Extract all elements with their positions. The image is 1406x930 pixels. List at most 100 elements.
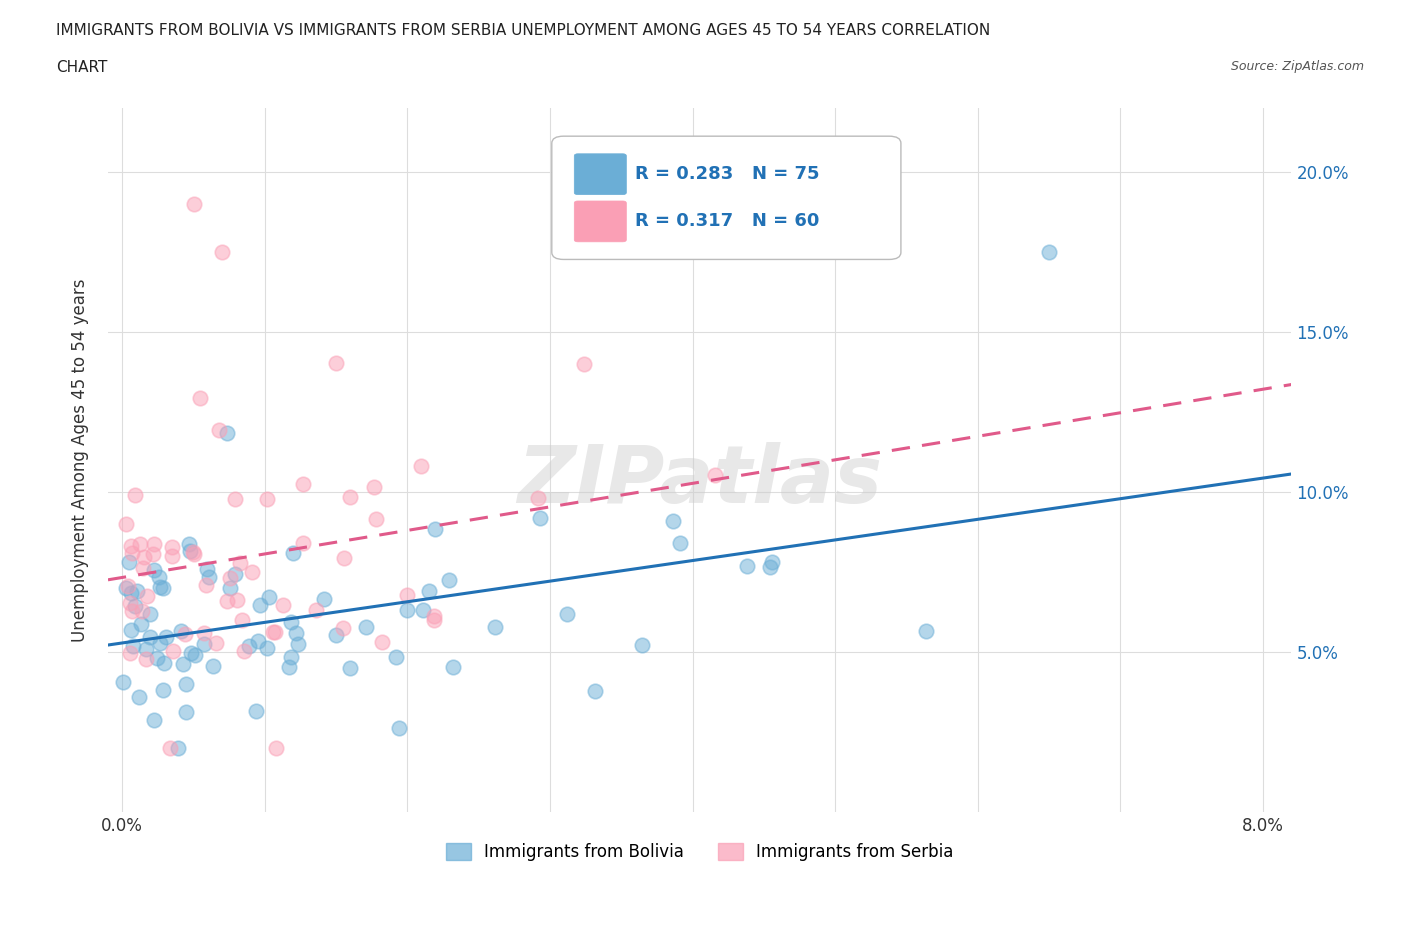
Point [120,595,142,610]
Point [142,537,165,551]
Point [555,606,578,621]
Point [291,536,314,551]
Point [184,647,207,662]
Point [249,597,271,612]
Point [122,638,145,653]
Point [332,621,354,636]
Point [412,603,434,618]
Point [572,357,595,372]
Point [363,480,385,495]
Point [441,659,464,674]
Text: CHART: CHART [56,60,108,75]
Point [179,537,201,551]
Point [174,626,197,641]
Point [124,487,146,502]
Point [396,603,419,618]
Point [128,689,150,704]
Point [124,599,146,614]
FancyBboxPatch shape [574,201,626,242]
Point [188,391,211,405]
Point [233,644,256,658]
Point [183,547,205,562]
Point [166,741,188,756]
Point [395,588,418,603]
FancyBboxPatch shape [574,153,626,194]
Point [662,513,685,528]
Point [160,539,183,554]
Point [284,626,307,641]
Point [245,703,267,718]
Point [155,630,177,644]
Point [172,657,194,671]
Point [120,585,142,600]
Point [193,625,215,640]
Point [139,606,162,621]
Point [205,635,228,650]
Point [118,645,141,660]
Point [162,644,184,658]
Point [132,560,155,575]
Point [142,713,165,728]
Point [179,544,201,559]
Point [231,613,253,628]
Point [217,593,239,608]
Point [526,490,548,505]
Point [170,623,193,638]
Point [208,423,231,438]
Point [264,741,287,756]
Point [262,624,284,639]
Point [411,458,433,473]
Point [149,579,172,594]
Text: ZIPatlas: ZIPatlas [517,443,882,520]
Point [224,491,246,506]
Point [356,619,378,634]
Text: Source: ZipAtlas.com: Source: ZipAtlas.com [1230,60,1364,73]
Point [271,597,294,612]
Point [152,683,174,698]
Point [129,617,152,631]
Point [257,590,280,604]
Point [423,613,446,628]
Point [148,569,170,584]
Point [217,425,239,440]
Point [423,608,446,623]
Point [120,622,142,637]
Point [112,675,135,690]
Point [339,660,361,675]
Point [125,583,148,598]
Point [529,511,551,525]
Point [240,565,263,579]
Point [281,546,304,561]
Point [115,580,138,595]
Point [174,676,197,691]
Point [117,578,139,593]
Point [371,634,394,649]
Text: R = 0.317   N = 60: R = 0.317 N = 60 [634,212,820,231]
Point [280,615,302,630]
Point [224,566,246,581]
Point [256,640,278,655]
Point [118,555,141,570]
Point [211,245,233,259]
Point [758,559,780,574]
Point [131,604,153,619]
Point [761,554,783,569]
FancyBboxPatch shape [551,136,901,259]
Point [152,580,174,595]
Point [704,468,727,483]
Point [1038,245,1060,259]
Point [218,580,240,595]
Point [135,651,157,666]
Point [121,604,143,618]
Point [180,645,202,660]
Point [277,659,299,674]
Point [583,684,606,698]
Point [631,637,654,652]
Point [229,555,252,570]
Y-axis label: Unemployment Among Ages 45 to 54 years: Unemployment Among Ages 45 to 54 years [72,278,89,642]
Point [287,636,309,651]
Point [135,642,157,657]
Point [142,563,165,578]
Point [139,630,162,644]
Point [388,721,411,736]
